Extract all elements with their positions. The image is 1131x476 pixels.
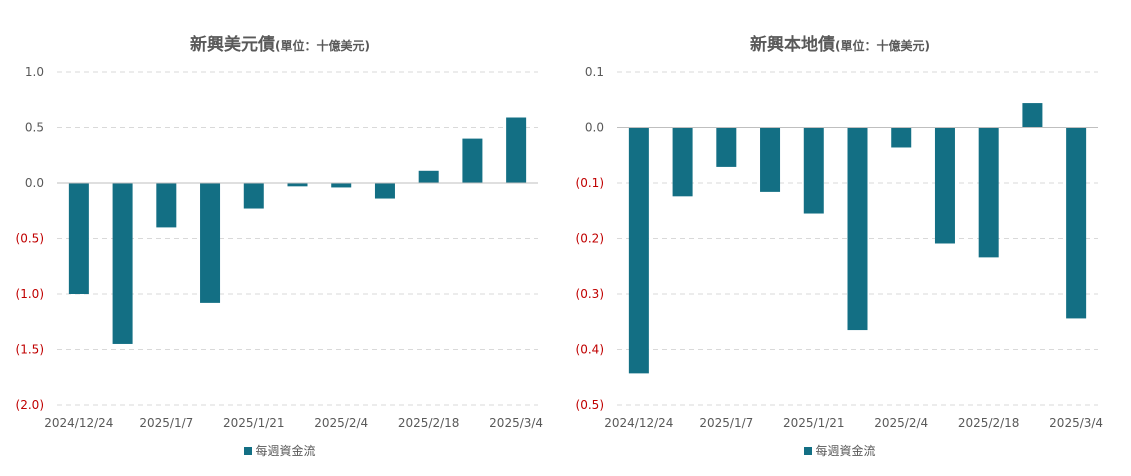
- x-tick-label: 2025/2/18: [958, 416, 1020, 430]
- x-tick-label: 2025/1/7: [699, 416, 753, 430]
- y-tick-label: (1.5): [16, 343, 44, 357]
- x-tick-label: 2025/2/18: [398, 416, 460, 430]
- bar: [200, 183, 221, 303]
- bar: [287, 183, 308, 187]
- y-tick-label: (1.0): [16, 287, 44, 301]
- y-tick-label: 1.0: [25, 65, 44, 79]
- y-tick-label: (0.5): [576, 398, 604, 412]
- bar: [1066, 127, 1087, 319]
- x-tick-label: 2024/12/24: [604, 416, 673, 430]
- x-tick-label: 2025/3/4: [489, 416, 543, 430]
- bar: [760, 127, 781, 192]
- y-tick-label: (0.5): [16, 232, 44, 246]
- chart-title: 新興本地債(單位：十億美元): [560, 30, 1120, 55]
- chart-legend: 每週資金流: [0, 442, 560, 459]
- x-tick-label: 2025/3/4: [1049, 416, 1103, 430]
- x-tick-label: 2025/1/21: [223, 416, 285, 430]
- legend-swatch: [804, 447, 813, 455]
- bar: [506, 117, 527, 183]
- bar: [672, 127, 693, 197]
- bar-chart-local-bonds: 0.1 0.0 (0.1) (0.2) (0.3) (0.4) (0.5)2024/12/2…: [576, 65, 1104, 430]
- bar: [1022, 103, 1043, 128]
- bar: [978, 127, 999, 258]
- bar: [628, 127, 649, 374]
- chart-panel-usd-bonds: 新興美元債(單位：十億美元) 1.0 0.5 0.0 (0.5) (1.0) (1.5) (…: [0, 0, 560, 476]
- bar: [418, 170, 439, 183]
- chart-title-main: 新興本地債: [750, 35, 835, 55]
- bar: [803, 127, 824, 214]
- bar: [112, 183, 133, 344]
- bar: [331, 183, 352, 188]
- y-tick-label: 0.1: [585, 65, 604, 79]
- chart-title-main: 新興美元債: [190, 35, 275, 55]
- y-tick-label: 0.0: [25, 176, 44, 190]
- chart-title: 新興美元債(單位：十億美元): [0, 30, 560, 55]
- y-tick-label: (0.3): [576, 287, 604, 301]
- bar: [847, 127, 868, 331]
- chart-title-unit: (單位：十億美元): [835, 39, 930, 53]
- bar: [934, 127, 955, 244]
- bar: [68, 183, 89, 294]
- y-tick-label: (0.2): [576, 232, 604, 246]
- y-tick-label: 0.0: [585, 121, 604, 135]
- x-tick-label: 2025/1/7: [139, 416, 193, 430]
- legend-label: 每週資金流: [815, 444, 876, 458]
- bar: [462, 138, 483, 183]
- legend-swatch: [244, 447, 253, 455]
- chart-panel-local-bonds: 新興本地債(單位：十億美元) 0.1 0.0 (0.1) (0.2) (0.3) (0.4…: [560, 0, 1120, 476]
- x-tick-label: 2025/2/4: [874, 416, 928, 430]
- y-tick-label: (0.1): [576, 176, 604, 190]
- bar: [156, 183, 177, 228]
- bar: [716, 127, 737, 167]
- chart-title-unit: (單位：十億美元): [275, 39, 370, 53]
- bar-chart-usd-bonds: 1.0 0.5 0.0 (0.5) (1.0) (1.5) (2.0)2024/12/24 2…: [16, 65, 544, 430]
- chart-legend: 每週資金流: [560, 442, 1120, 459]
- x-tick-label: 2025/2/4: [314, 416, 368, 430]
- y-tick-label: (0.4): [576, 343, 604, 357]
- bar: [243, 183, 264, 209]
- legend-label: 每週資金流: [255, 444, 316, 458]
- y-tick-label: 0.5: [25, 121, 44, 135]
- bar: [374, 183, 395, 199]
- bar: [891, 127, 912, 148]
- x-tick-label: 2024/12/24: [44, 416, 113, 430]
- x-tick-label: 2025/1/21: [783, 416, 845, 430]
- y-tick-label: (2.0): [16, 398, 44, 412]
